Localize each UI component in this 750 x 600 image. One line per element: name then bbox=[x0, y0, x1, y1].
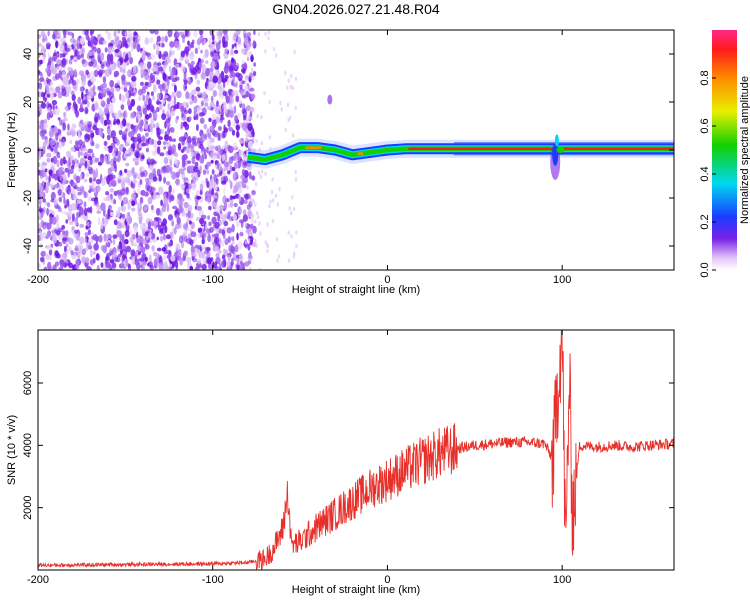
snr-panel: -200 -100 0 100 2000 4000 6000 Height of stra… bbox=[6, 329, 675, 596]
spectrogram-x-tick-label: -200 bbox=[27, 274, 49, 286]
snr-y-label: SNR (10 * v/v) bbox=[6, 415, 18, 485]
spectrogram-y-tick-label: 0 bbox=[22, 147, 34, 153]
snr-x-ticks: -200 -100 0 100 bbox=[27, 330, 571, 586]
snr-x-tick-label: 0 bbox=[384, 574, 390, 586]
spectrogram-x-tick-label: 0 bbox=[384, 274, 390, 286]
spectrogram-marks bbox=[38, 30, 674, 270]
colorbar: 0.0 0.2 0.4 0.6 0.8 Normalized spectral ampl… bbox=[699, 30, 750, 278]
snr-x-tick-label: 100 bbox=[553, 574, 571, 586]
spectrogram-x-ticks: -200 -100 0 100 bbox=[27, 30, 571, 286]
colorbar-tick-label: 0.0 bbox=[699, 262, 711, 277]
colorbar-gradient bbox=[712, 30, 737, 270]
spectrogram-x-tick-label: 100 bbox=[553, 274, 571, 286]
spectrogram-y-label: Frequency (Hz) bbox=[6, 112, 18, 188]
snr-y-tick-label: 6000 bbox=[22, 371, 34, 395]
colorbar-ticks: 0.0 0.2 0.4 0.6 0.8 bbox=[699, 70, 716, 278]
spectrogram-y-ticks: -40 -20 0 20 40 bbox=[22, 48, 674, 254]
colorbar-tick-label: 0.8 bbox=[699, 70, 711, 85]
snr-x-tick-label: -100 bbox=[202, 574, 224, 586]
chart-title: GN04.2026.027.21.48.R04 bbox=[272, 1, 440, 17]
snr-marks bbox=[38, 330, 674, 570]
snr-frame bbox=[37, 329, 675, 571]
snr-y-ticks: 2000 4000 6000 bbox=[22, 371, 674, 520]
spectrogram-y-tick-label: 20 bbox=[22, 96, 34, 108]
carrier-trace bbox=[246, 138, 674, 169]
snr-y-tick-label: 2000 bbox=[22, 495, 34, 519]
spectrogram-y-tick-label: -40 bbox=[22, 238, 34, 254]
snr-x-label: Height of straight line (km) bbox=[292, 584, 420, 596]
colorbar-tick-label: 0.6 bbox=[699, 118, 711, 133]
snr-x-tick-label: -200 bbox=[27, 574, 49, 586]
spike-feature bbox=[550, 134, 565, 180]
colorbar-tick-label: 0.2 bbox=[699, 214, 711, 229]
snr-background bbox=[38, 330, 674, 570]
spectrogram-x-tick-label: -100 bbox=[202, 274, 224, 286]
spectrogram-y-tick-label: -20 bbox=[22, 190, 34, 206]
colorbar-label: Normalized spectral amplitude bbox=[739, 76, 750, 224]
snr-y-tick-label: 4000 bbox=[22, 433, 34, 457]
spectrogram-x-label: Height of straight line (km) bbox=[292, 284, 420, 296]
noise-region bbox=[38, 30, 333, 270]
colorbar-tick-label: 0.4 bbox=[699, 166, 711, 181]
spectrogram-y-tick-label: 40 bbox=[22, 48, 34, 60]
snr-series-line bbox=[38, 330, 674, 570]
